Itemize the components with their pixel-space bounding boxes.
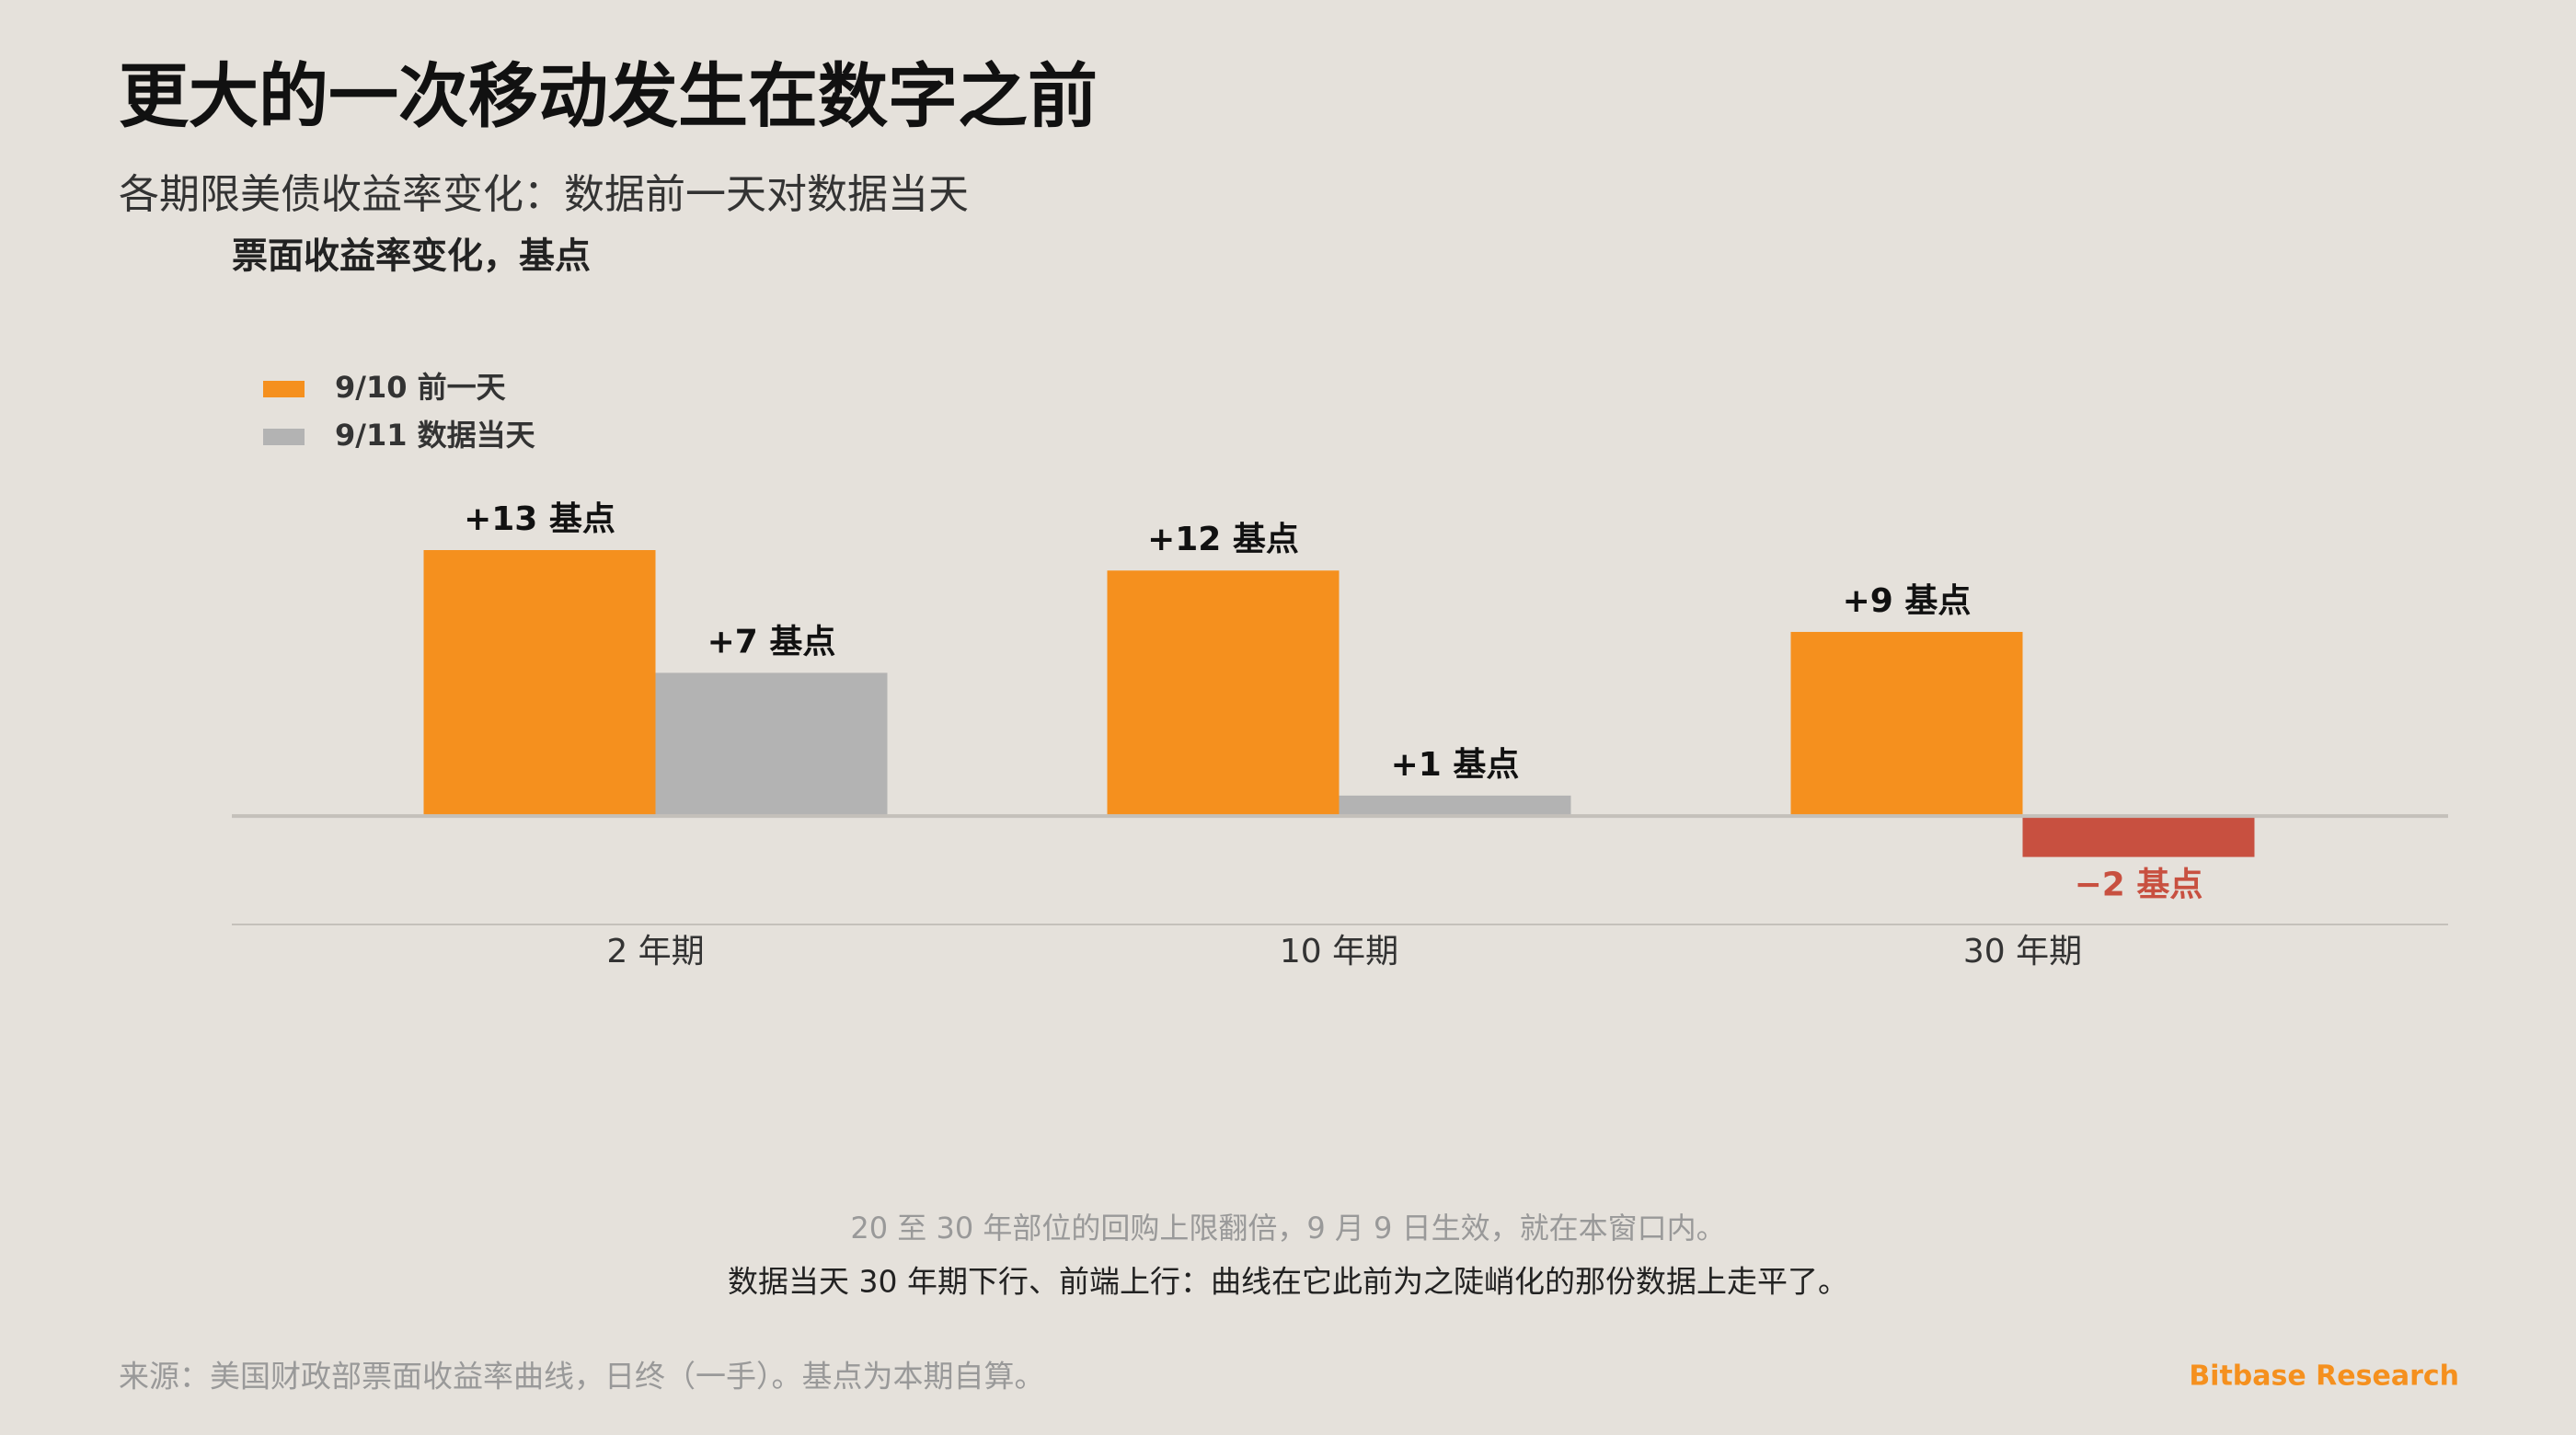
y-axis-label: 票面收益率变化，基点 — [232, 236, 591, 278]
bar — [1107, 570, 1340, 817]
value-label: +13 基点 — [464, 500, 615, 538]
legend-swatch — [263, 429, 305, 445]
chart-subtitle: 各期限美债收益率变化：数据前一天对数据当天 — [119, 171, 969, 218]
value-label: +7 基点 — [707, 623, 836, 660]
x-tick-label: 10 年期 — [1280, 933, 1398, 970]
x-tick-label: 2 年期 — [606, 933, 704, 970]
brand: Bitbase Research — [2189, 1360, 2459, 1393]
value-label: +12 基点 — [1147, 521, 1299, 558]
bar — [423, 550, 656, 817]
bar — [2022, 816, 2255, 857]
bar — [1790, 631, 2023, 817]
note: 数据当天 30 年期下行、前端上行：曲线在它此前为之陡峭化的那份数据上走平了。 — [728, 1264, 1848, 1300]
bar — [1339, 795, 1571, 817]
value-label: +9 基点 — [1843, 582, 1972, 620]
x-tick-label: 30 年期 — [1963, 933, 2082, 970]
source: 来源：美国财政部票面收益率曲线，日终（一手）。基点为本期自算。 — [119, 1359, 1045, 1395]
note: 20 至 30 年部位的回购上限翻倍，9 月 9 日生效，就在本窗口内。 — [850, 1211, 1725, 1246]
legend-label: 9/10 前一天 — [335, 370, 506, 405]
legend-swatch — [263, 381, 305, 397]
bar — [655, 672, 888, 817]
legend-label: 9/11 数据当天 — [335, 418, 535, 453]
value-label: −2 基点 — [2075, 867, 2203, 904]
chart-title: 更大的一次移动发生在数字之前 — [119, 55, 1098, 137]
value-label: +1 基点 — [1391, 746, 1520, 784]
